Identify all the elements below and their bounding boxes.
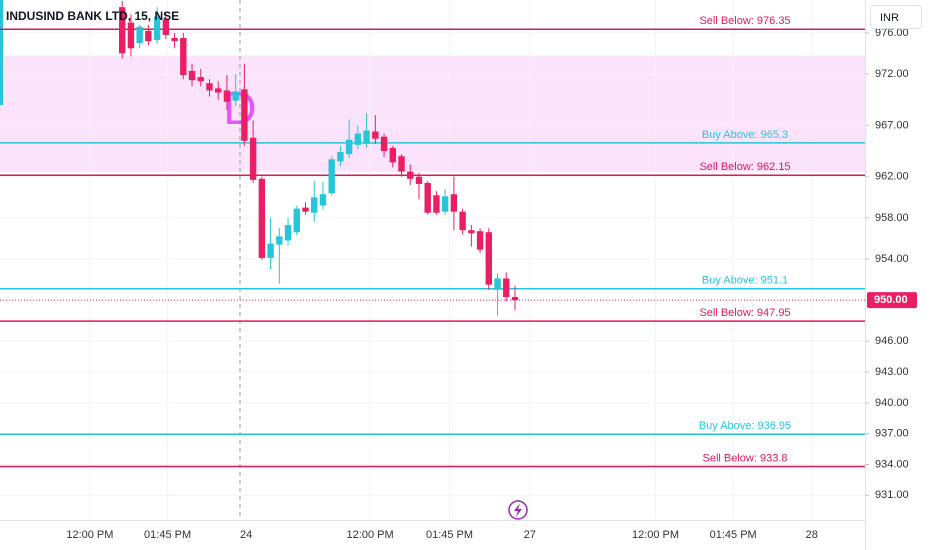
candle-body (503, 278, 510, 297)
y-tick-label: 958.00 (875, 212, 909, 224)
candle-body (476, 231, 484, 250)
y-tick-label: 937.00 (875, 428, 909, 440)
candle-body (206, 83, 213, 91)
last-price-label: 950.00 (874, 294, 908, 306)
y-tick-label: 954.00 (875, 253, 909, 265)
candle-body (363, 130, 370, 144)
event-icon[interactable] (508, 500, 528, 520)
symbol-title: INDUSIND BANK LTD, 15, NSE (6, 9, 180, 23)
candle-body (407, 171, 414, 179)
y-tick-label: 967.00 (875, 119, 909, 131)
y-tick-label: 931.00 (875, 489, 909, 501)
candle-body (293, 208, 300, 233)
candle-body (485, 232, 492, 285)
y-tick-label: 934.00 (875, 458, 909, 470)
x-tick-label: 12:00 PM (347, 529, 394, 541)
candle-body (188, 70, 196, 81)
candle-body (267, 243, 274, 258)
level-label: Sell Below: 947.95 (699, 307, 790, 319)
y-tick-label: 972.00 (875, 68, 909, 80)
candle-body (459, 211, 466, 231)
level-label: Sell Below: 976.35 (699, 15, 790, 27)
candle-body (415, 176, 423, 184)
background-layer (0, 0, 865, 520)
candle-body (441, 196, 449, 212)
candle-body (223, 90, 231, 102)
currency-button[interactable]: INR (870, 5, 922, 29)
candle-body (276, 236, 283, 245)
x-tick-label: 12:00 PM (632, 529, 679, 541)
level-label: Buy Above: 936.95 (699, 420, 791, 432)
candle-body (118, 7, 126, 54)
candle-body (258, 178, 266, 258)
candle-body (284, 225, 292, 241)
last-price-tag (867, 292, 917, 309)
candle-body (153, 16, 161, 41)
candle-body (162, 19, 170, 35)
candle-body (354, 133, 362, 145)
candle-body (215, 88, 222, 93)
candle-body (450, 194, 458, 212)
y-tick-label: 943.00 (875, 366, 909, 378)
x-tick-label: 01:45 PM (426, 529, 473, 541)
candle-body (468, 230, 475, 234)
level-label: Buy Above: 965.3 (702, 129, 788, 141)
y-tick-label: 940.00 (875, 397, 909, 409)
x-tick-label: 01:45 PM (144, 529, 191, 541)
y-tick-label: 976.00 (875, 27, 909, 39)
candle-body (511, 296, 519, 301)
candle-body (389, 147, 396, 163)
candle-body (337, 152, 344, 162)
x-tick-label: 28 (806, 529, 818, 541)
candle-body (249, 137, 257, 180)
candle-body (180, 38, 187, 76)
marker-label: D (223, 82, 256, 134)
candle-body (319, 194, 327, 206)
candle-body (328, 159, 335, 194)
x-tick-label: 24 (240, 529, 252, 541)
y-tick-label: 962.00 (875, 171, 909, 183)
x-tick-label: 27 (524, 529, 536, 541)
candle-body (302, 207, 309, 212)
zone (0, 55, 865, 172)
candle-body (171, 38, 178, 42)
candle-body (424, 182, 431, 213)
candle-body (494, 278, 501, 290)
level-label: Sell Below: 962.15 (699, 161, 790, 173)
level-label: Sell Below: 933.8 (703, 452, 788, 464)
y-tick-label: 946.00 (875, 335, 909, 347)
candle-body (433, 195, 440, 213)
x-tick-label: 12:00 PM (66, 529, 113, 541)
x-tick-label: 01:45 PM (710, 529, 757, 541)
candle-body (380, 136, 388, 152)
candle-body (398, 156, 405, 172)
candle-body (311, 197, 318, 213)
candle-body (145, 30, 152, 42)
candle-body (197, 77, 204, 82)
candle-body (127, 22, 135, 49)
candle-body (136, 26, 143, 44)
candle-body (372, 131, 379, 139)
candle-body (241, 89, 248, 141)
edge-bar (0, 0, 3, 105)
level-label: Buy Above: 951.1 (702, 275, 788, 287)
candle-body (345, 139, 353, 155)
candle-body (232, 91, 239, 101)
